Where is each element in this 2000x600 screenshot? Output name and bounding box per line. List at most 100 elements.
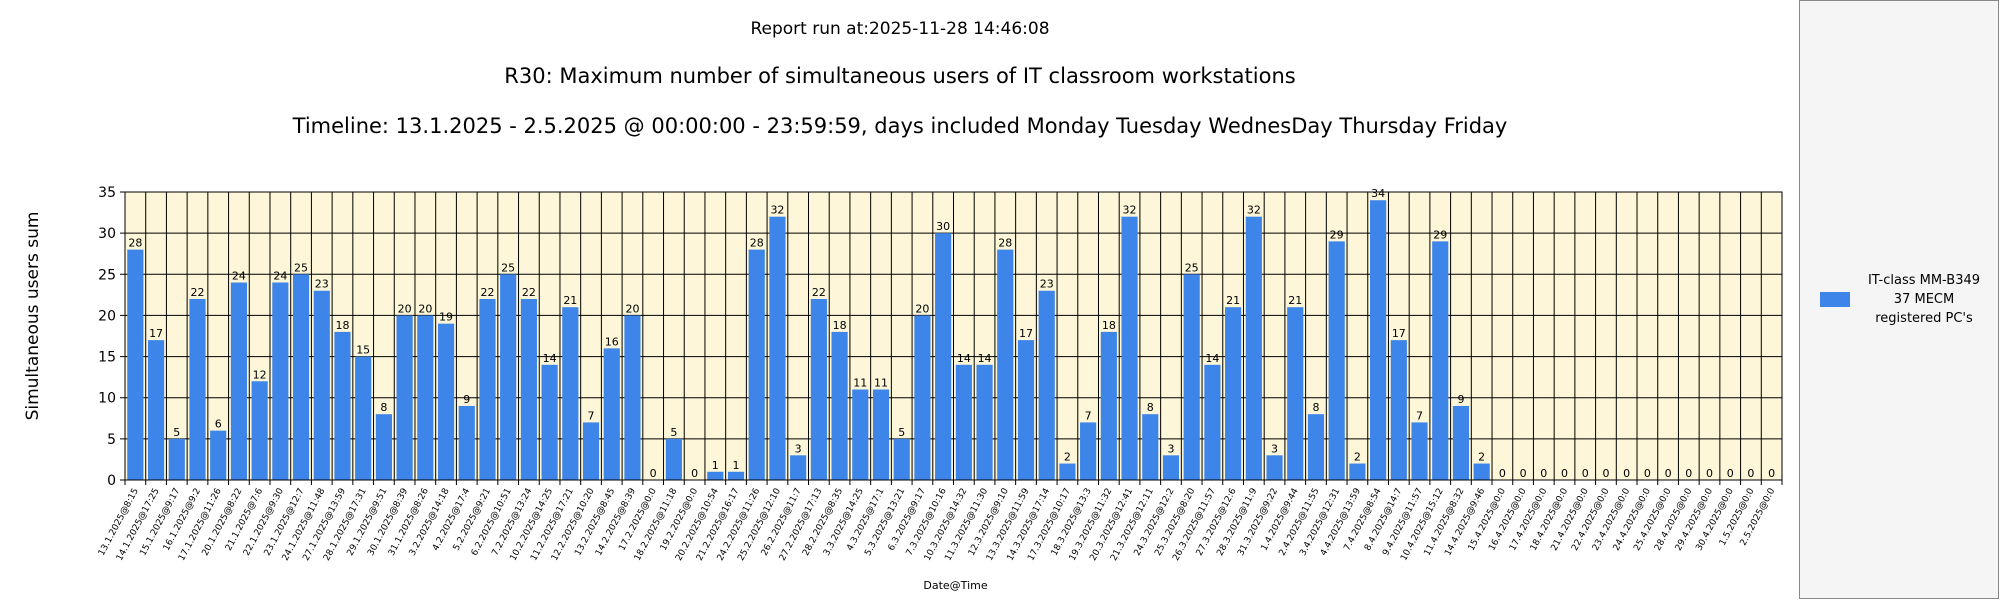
bar [831, 331, 848, 480]
data-label: 14 [543, 352, 557, 365]
bar [1080, 422, 1097, 480]
data-label: 11 [874, 376, 888, 389]
bar [1225, 307, 1242, 480]
data-label: 0 [1623, 467, 1630, 480]
bar [914, 315, 931, 480]
bar [520, 298, 537, 480]
legend-panel: IT-class MM-B349 37 MECM registered PC's [1799, 0, 1999, 599]
data-label: 8 [1312, 401, 1319, 414]
bar [375, 414, 392, 480]
bar-chart: 051015202530352813.1.2025@8:151714.1.202… [23, 185, 1783, 592]
bar [1245, 216, 1262, 480]
bar [852, 389, 869, 480]
y-tick-label: 5 [107, 432, 116, 448]
bar [1059, 463, 1076, 480]
bar [1162, 455, 1180, 480]
bar [334, 331, 351, 480]
data-label: 3 [1271, 442, 1278, 455]
bar [272, 282, 289, 480]
bar [313, 290, 330, 480]
data-label: 0 [1602, 467, 1609, 480]
bar [1142, 414, 1159, 480]
bar [1121, 216, 1138, 480]
bar [479, 298, 496, 480]
data-label: 0 [1582, 467, 1589, 480]
data-label: 28 [750, 237, 764, 250]
data-label: 7 [588, 409, 595, 422]
data-label: 25 [501, 261, 515, 274]
data-label: 14 [957, 352, 971, 365]
data-label: 18 [335, 319, 349, 332]
data-label: 20 [418, 302, 432, 315]
legend-line: 37 MECM [1893, 292, 1955, 307]
data-label: 29 [1330, 228, 1344, 241]
data-label: 24 [232, 270, 246, 283]
bar [790, 455, 807, 480]
y-tick-label: 10 [98, 391, 116, 407]
y-tick-label: 20 [98, 308, 116, 324]
data-label: 0 [691, 467, 698, 480]
data-label: 29 [1433, 228, 1447, 241]
data-label: 17 [1392, 327, 1406, 340]
data-label: 30 [936, 220, 950, 233]
bar [168, 438, 185, 480]
bar [562, 307, 579, 480]
bar [292, 274, 310, 480]
bar [1287, 307, 1304, 480]
plot-frame [124, 191, 1783, 481]
bar [1452, 405, 1470, 480]
data-label: 21 [1288, 294, 1302, 307]
legend-label: IT-class MM-B349 37 MECM registered PC's [1854, 271, 1994, 328]
data-label: 8 [1147, 401, 1154, 414]
y-tick-label: 15 [98, 350, 116, 366]
bar [1432, 241, 1449, 480]
x-axis-title: Date@Time [923, 579, 987, 592]
bar [210, 430, 227, 480]
bar [355, 356, 372, 480]
data-label: 2 [1354, 451, 1361, 464]
bar [437, 323, 455, 480]
y-tick-label: 30 [98, 226, 116, 242]
data-label: 12 [253, 368, 267, 381]
data-label: 7 [1416, 409, 1423, 422]
data-label: 22 [480, 286, 494, 299]
data-label: 32 [770, 204, 784, 217]
data-label: 23 [1040, 278, 1054, 291]
data-label: 19 [439, 311, 453, 324]
data-label: 5 [670, 426, 677, 439]
data-label: 3 [1167, 442, 1174, 455]
data-label: 6 [215, 418, 222, 431]
bar [603, 348, 620, 480]
bar [1473, 463, 1490, 480]
bar [1411, 422, 1428, 480]
data-label: 0 [1685, 467, 1692, 480]
data-label: 1 [733, 459, 740, 472]
data-label: 18 [833, 319, 847, 332]
bar [872, 389, 890, 480]
bar [935, 233, 952, 480]
data-label: 2 [1064, 451, 1071, 464]
bar [127, 249, 144, 480]
y-tick-label: 35 [98, 185, 116, 201]
report-title: R30: Maximum number of simultaneous user… [504, 64, 1296, 88]
data-label: 2 [1478, 451, 1485, 464]
report-timeline: Timeline: 13.1.2025 - 2.5.2025 @ 00:00:0… [292, 114, 1508, 138]
data-label: 14 [1205, 352, 1219, 365]
bar [396, 315, 413, 480]
data-label: 17 [149, 327, 163, 340]
legend-line: IT-class MM-B349 [1867, 273, 1981, 288]
bar [147, 340, 165, 480]
bar [541, 364, 558, 480]
data-label: 25 [1185, 261, 1199, 274]
bar [624, 315, 641, 480]
data-label: 9 [1457, 393, 1464, 406]
data-label: 11 [853, 376, 867, 389]
bar [810, 298, 827, 480]
bar [1370, 200, 1387, 480]
bar [1266, 455, 1283, 480]
bar [230, 282, 247, 480]
data-label: 9 [463, 393, 470, 406]
bar [955, 364, 972, 480]
bar [1390, 340, 1407, 480]
data-label: 0 [1499, 467, 1506, 480]
